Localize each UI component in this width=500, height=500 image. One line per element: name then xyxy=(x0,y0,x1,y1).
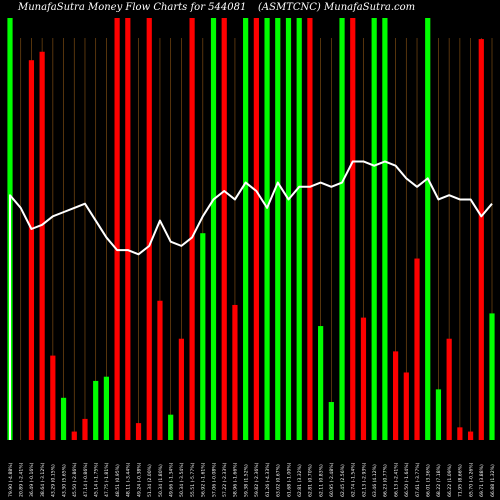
bar xyxy=(210,18,217,440)
bar xyxy=(328,402,334,440)
x-tick-label: 36.49 (-0.16%) xyxy=(29,462,35,497)
bar xyxy=(125,18,131,440)
bar xyxy=(168,414,174,440)
bar xyxy=(243,18,249,440)
bar xyxy=(82,418,88,440)
x-tick-label: 62.81 (3.32%) xyxy=(297,464,303,497)
grid-lines xyxy=(9,38,493,440)
x-tick-label: 45.14 (-1.75%) xyxy=(93,462,99,497)
x-tick-label: 69.71 (3.88%) xyxy=(479,464,485,497)
x-tick-label: 43.29 (0.15%) xyxy=(51,464,57,497)
bar xyxy=(232,304,238,440)
x-tick-label: 50.34 (-3.54%) xyxy=(179,462,185,497)
x-tick-label: 43.30 (5.65%) xyxy=(61,464,67,497)
x-tick-label: 66.23 (0.77%) xyxy=(383,464,389,497)
bar xyxy=(489,313,495,440)
bars-group xyxy=(7,18,495,440)
x-tick-label: 62.13 (-2.93%) xyxy=(361,462,367,497)
x-tick-label: 71.95 (8.66%) xyxy=(458,464,464,497)
money-flow-line xyxy=(9,160,493,440)
x-tick-label: 67.61 (-3.77%) xyxy=(415,462,421,497)
bar xyxy=(50,355,56,440)
bar xyxy=(307,18,313,440)
bar xyxy=(103,376,109,440)
bar xyxy=(200,233,206,440)
bar xyxy=(457,427,463,440)
x-tick-label: 60.95 (-2.48%) xyxy=(329,462,335,497)
x-tick-label: 61.68 (-1.00%) xyxy=(286,462,292,497)
x-tick-label: 65.70 (-0.26%) xyxy=(468,462,474,497)
x-tick-label: 62.45 (2.56%) xyxy=(340,464,346,497)
x-tick-label: 47.14 (-0.86%) xyxy=(83,462,89,497)
x-tick-label: 48.11 (-3.44%) xyxy=(126,462,132,497)
bar xyxy=(146,18,152,440)
x-tick-label: 45.50 (-2.86%) xyxy=(72,462,78,497)
bar xyxy=(414,258,420,440)
x-tick-label: 56.92 (-1.61%) xyxy=(201,462,207,497)
x-tick-label: 63.02 (0.67%) xyxy=(276,464,282,497)
x-tick-label: 79.90 (-4.88%) xyxy=(8,462,14,497)
bar xyxy=(114,18,120,440)
x-tick-label: 49.66 (-1.34%) xyxy=(168,462,174,497)
x-tick-label: 63.46 (4.12%) xyxy=(372,464,378,497)
x-tick-label: 66.88 (1.32%) xyxy=(490,464,496,497)
x-tick-label: 62.74 (-1.54%) xyxy=(351,462,357,497)
bar xyxy=(28,60,35,440)
bar xyxy=(253,18,259,440)
bar xyxy=(446,338,452,440)
x-tick-label: 57.06 (-0.08%) xyxy=(211,462,217,497)
bar xyxy=(435,389,442,440)
bar xyxy=(71,431,77,440)
x-tick-label: 66.50 (-1.64%) xyxy=(404,462,410,497)
bar xyxy=(285,18,292,440)
x-tick-label: 47.75 (-1.81%) xyxy=(104,462,110,497)
bar xyxy=(39,51,45,440)
x-tick-label: 20.89 (-2.41%) xyxy=(19,462,25,497)
bar xyxy=(382,18,388,440)
bar xyxy=(264,18,270,440)
x-tick-label: 51.34 (2.00%) xyxy=(147,464,153,497)
bar xyxy=(189,18,195,440)
x-tick-label: 62.81 (0.70%) xyxy=(308,464,314,497)
chart-title-right: (ASMTCNC) MunafaSutra.com xyxy=(258,2,415,13)
bar xyxy=(275,18,281,440)
chart-title-left: MunafaSutra Money Flow Charts for 544081 xyxy=(17,2,246,13)
bar xyxy=(403,372,409,440)
bar xyxy=(339,18,345,440)
x-tick-label: 57.22 (-2.33%) xyxy=(222,462,228,497)
x-tick-label: 48.51 (0.95%) xyxy=(115,464,121,497)
bar xyxy=(360,317,367,440)
x-tick-label: 50.34 (1.80%) xyxy=(158,464,164,497)
bar xyxy=(135,423,142,440)
bar xyxy=(478,39,484,440)
x-tick-label: 66.13 (-2.41%) xyxy=(393,462,399,497)
x-tick-label: 66.22 (1.09%) xyxy=(447,464,453,497)
bar xyxy=(296,18,302,440)
bar xyxy=(178,338,184,440)
x-tick-label: 59.82 (-2.36%) xyxy=(254,462,260,497)
x-tick-label: 55.51 (-5.77%) xyxy=(190,462,196,497)
x-tick-label: 49.24 (-0.38%) xyxy=(136,462,142,497)
x-tick-label: 61.26 (-4.33%) xyxy=(265,462,271,497)
bar xyxy=(318,326,324,440)
bar xyxy=(93,380,99,440)
bar xyxy=(425,18,431,440)
line-series xyxy=(9,160,493,440)
bar xyxy=(350,18,356,440)
bar xyxy=(221,18,227,440)
x-tick-labels: 79.90 (-4.88%) 20.89 (-2.41%) 36.49 (-0.16… xyxy=(8,462,496,497)
x-tick-label: 58.96 (-1.66%) xyxy=(233,462,239,497)
bar xyxy=(157,300,163,440)
x-tick-label: 38.64 (-3.12%) xyxy=(40,462,46,497)
x-tick-label: 68.22 (7.18%) xyxy=(436,464,442,497)
bar xyxy=(467,431,474,440)
bar xyxy=(371,18,377,440)
bar xyxy=(393,351,399,440)
bar xyxy=(60,397,67,440)
x-tick-label: 66.01 (3.36%) xyxy=(426,464,432,497)
x-tick-label: 62.11 (0.83%) xyxy=(318,464,324,497)
x-tick-label: 59.38 (1.52%) xyxy=(243,464,249,497)
